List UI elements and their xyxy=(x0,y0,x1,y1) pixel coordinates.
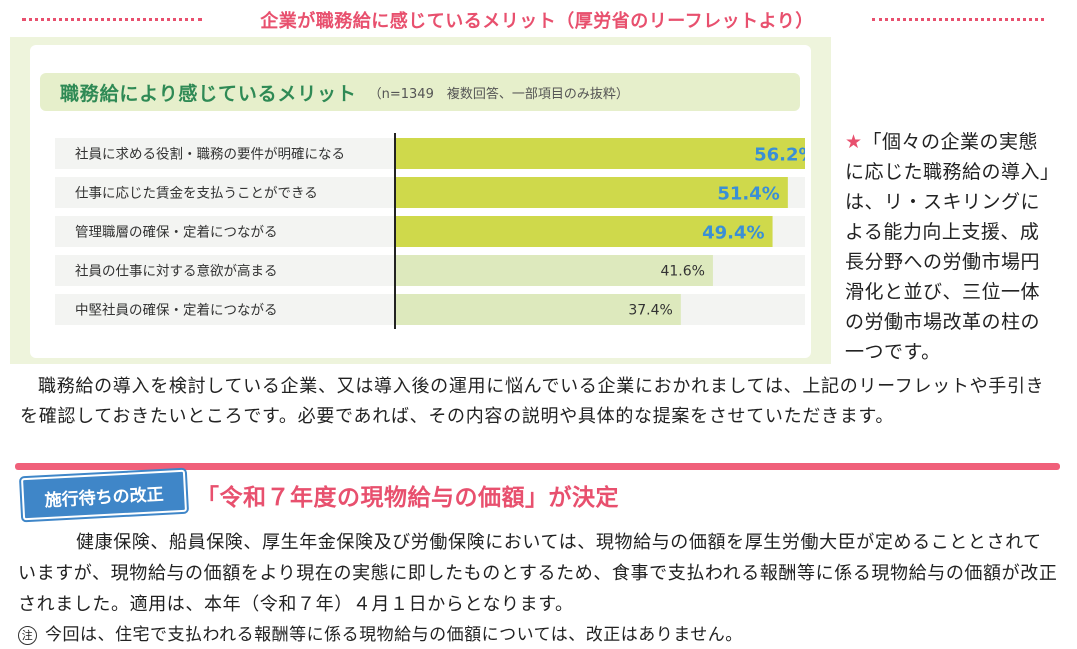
section-title: 「令和７年度の現物給与の価額」が決定 xyxy=(196,485,619,511)
note-mark-icon: 注 xyxy=(18,626,37,645)
bar xyxy=(395,294,681,325)
dotted-divider-right xyxy=(872,18,1044,21)
bar xyxy=(395,216,773,247)
side-note-text: 「個々の企業の実態に応じた職務給の導入」は、リ・スキリングによる能力向上支援、成… xyxy=(845,131,1051,363)
section-body: 健康保険、船員保険、厚生年金保険及び労働保険においては、現物給与の価額を厚生労働… xyxy=(18,527,1058,620)
category-label: 社員の仕事に対する意欲が高まる xyxy=(75,263,278,280)
data-label: 49.4% xyxy=(702,223,764,244)
category-label: 管理職層の確保・定着につながる xyxy=(75,224,278,241)
data-label: 56.2% xyxy=(754,145,805,166)
chart-header: 職務給により感じているメリット （n=1349 複数回答、一部項目のみ抜粋） xyxy=(40,73,800,111)
header-title: 企業が職務給に感じているメリット（厚労省のリーフレットより） xyxy=(260,11,814,32)
paragraph-leaflet: 職務給の導入を検討している企業、又は導入後の運用に悩んでいる企業におかれましては… xyxy=(20,376,1045,427)
bar xyxy=(395,138,805,169)
bar-chart: 社員に求める役割・職務の要件が明確になる 56.2% 仕事に応じた賃金を支払うことが… xyxy=(55,133,805,329)
data-label: 51.4% xyxy=(717,184,779,205)
chart-panel: 職務給により感じているメリット （n=1349 複数回答、一部項目のみ抜粋） 社… xyxy=(10,37,831,364)
bar xyxy=(395,255,713,286)
footnote: 注今回は、住宅で支払われる報酬等に係る現物給与の価額については、改正はありません… xyxy=(18,620,743,645)
category-label: 社員に求める役割・職務の要件が明確になる xyxy=(75,146,345,163)
section-badge: 施行待ちの改正 xyxy=(21,469,187,521)
dotted-divider-left xyxy=(22,18,202,21)
chart-title: 職務給により感じているメリット xyxy=(60,82,357,105)
section-divider xyxy=(15,463,1060,470)
chart-note: （n=1349 複数回答、一部項目のみ抜粋） xyxy=(368,86,629,102)
section-body-text: 健康保険、船員保険、厚生年金保険及び労働保険においては、現物給与の価額を厚生労働… xyxy=(18,532,1058,615)
chart-card: 職務給により感じているメリット （n=1349 複数回答、一部項目のみ抜粋） 社… xyxy=(30,45,811,358)
side-note: ★「個々の企業の実態に応じた職務給の導入」は、リ・スキリングによる能力向上支援、… xyxy=(845,127,1055,367)
category-label: 仕事に応じた賃金を支払うことができる xyxy=(75,186,318,202)
bar xyxy=(395,177,788,208)
footnote-text: 今回は、住宅で支払われる報酬等に係る現物給与の価額については、改正はありません。 xyxy=(45,625,743,645)
star-icon: ★ xyxy=(845,131,863,153)
data-label: 37.4% xyxy=(628,303,672,319)
data-label: 41.6% xyxy=(660,264,704,280)
header-banner: 企業が職務給に感じているメリット（厚労省のリーフレットより） xyxy=(0,4,1077,32)
category-label: 中堅社員の確保・定着につながる xyxy=(75,302,278,319)
